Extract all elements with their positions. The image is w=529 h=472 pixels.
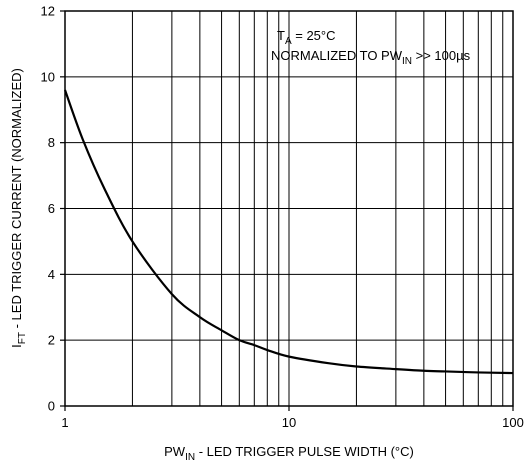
plot-frame bbox=[64, 10, 514, 407]
y-tick-label: 12 bbox=[41, 4, 55, 19]
x-axis-label: PWIN - LED TRIGGER PULSE WIDTH (°C) bbox=[164, 444, 414, 463]
grid bbox=[65, 11, 513, 406]
annotation-temperature: TA = 25°C bbox=[277, 28, 336, 47]
x-tick-label: 10 bbox=[282, 415, 296, 430]
y-tick-label: 10 bbox=[41, 69, 55, 84]
y-axis-label: IFT - LED TRIGGER CURRENT (NORMALIZED) bbox=[9, 68, 28, 348]
y-tick-label: 4 bbox=[48, 267, 55, 282]
y-tick-label: 8 bbox=[48, 135, 55, 150]
y-tick-label: 6 bbox=[48, 201, 55, 216]
x-tick-label: 100 bbox=[502, 415, 524, 430]
y-tick-label: 2 bbox=[48, 333, 55, 348]
series bbox=[63, 89, 514, 375]
series-line bbox=[63, 89, 514, 375]
y-tick-label: 0 bbox=[48, 399, 55, 414]
annotation-normalized: NORMALIZED TO PWIN >> 100µs bbox=[271, 48, 471, 67]
x-tick-label: 1 bbox=[61, 415, 68, 430]
ticks: 0 2 4 6 8 10 12 1 10 100 bbox=[41, 4, 524, 431]
